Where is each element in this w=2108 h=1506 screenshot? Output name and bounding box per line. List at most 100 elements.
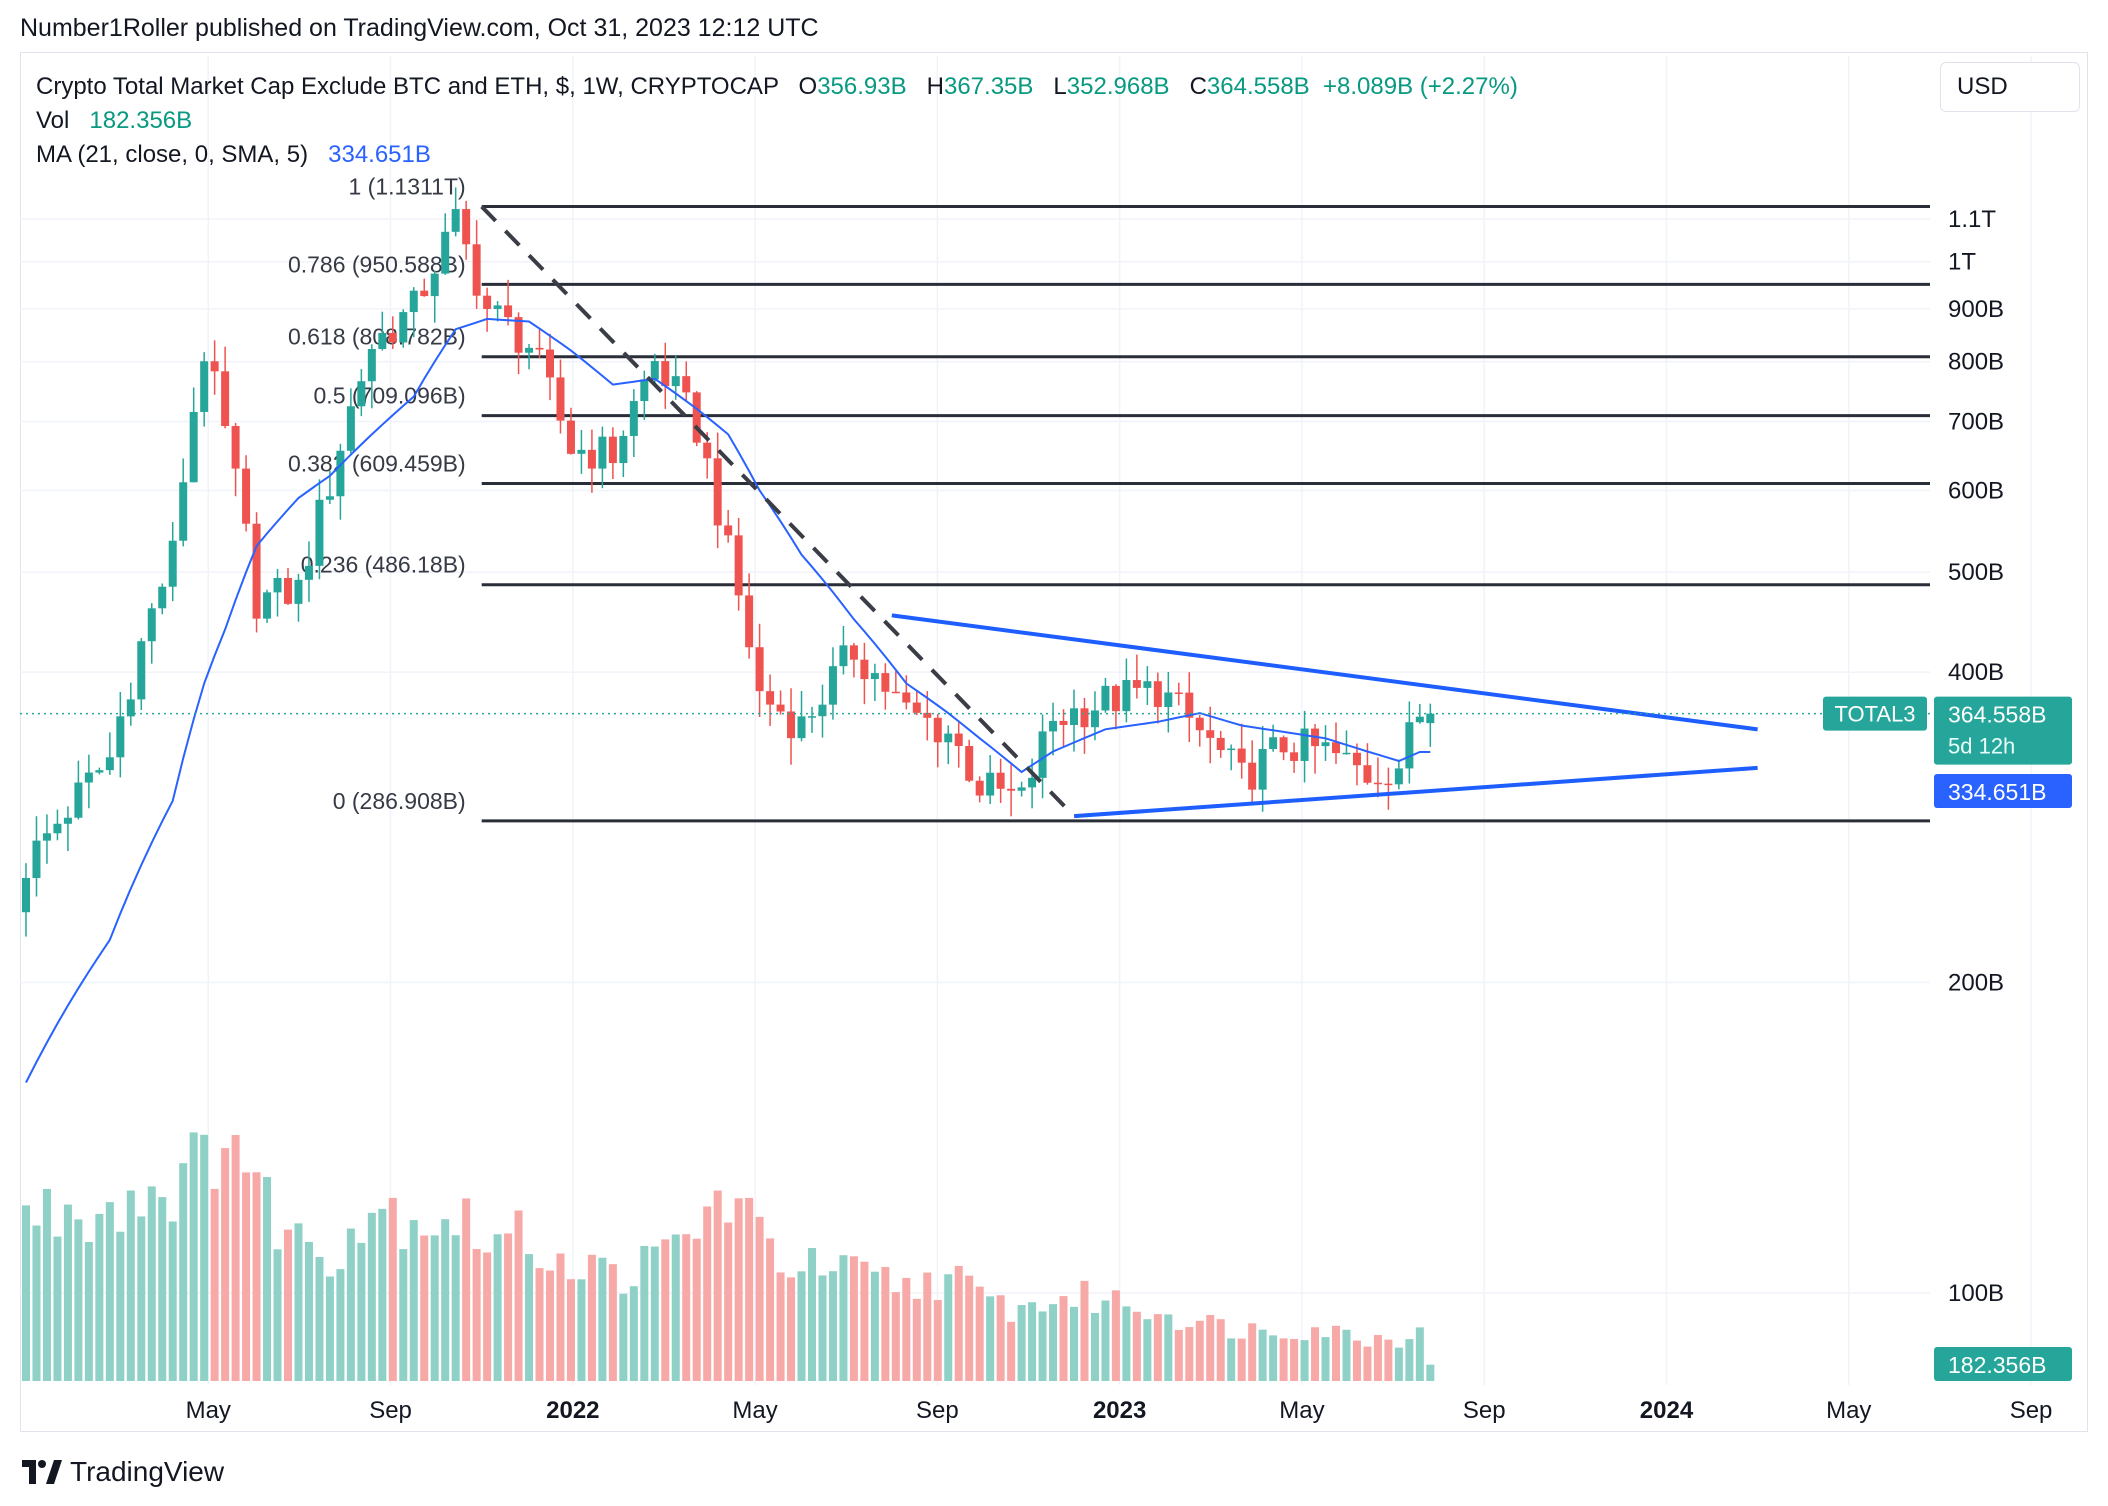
candle-body-93 — [996, 772, 1005, 789]
candle-body-99 — [1059, 720, 1068, 725]
candle-body-110 — [1174, 692, 1183, 695]
volume-bar-18 — [210, 1188, 219, 1381]
candle-body-87 — [933, 717, 942, 743]
legend-volume-row: Vol 182.356B — [36, 104, 1518, 138]
volume-bar-96 — [1028, 1302, 1037, 1381]
candle-body-59 — [640, 379, 649, 402]
chart-frame — [20, 52, 2088, 1432]
candle-body-73 — [787, 711, 796, 739]
candle-body-11 — [137, 641, 146, 700]
candle-body-90 — [965, 746, 974, 781]
candle-layer — [22, 187, 1435, 937]
candle-body-33 — [367, 349, 376, 382]
candle-body-101 — [1080, 708, 1089, 728]
volume-bar-126 — [1342, 1329, 1351, 1381]
legend-symbol[interactable]: Crypto Total Market Cap Exclude BTC and … — [36, 73, 779, 100]
volume-bar-120 — [1279, 1338, 1288, 1381]
candle-body-40 — [441, 231, 450, 274]
volume-bar-119 — [1269, 1335, 1278, 1381]
volume-bar-11 — [137, 1216, 146, 1381]
candle-body-55 — [598, 436, 607, 469]
candle-body-27 — [304, 565, 313, 580]
candle-body-34 — [378, 332, 387, 350]
volume-bar-36 — [399, 1249, 408, 1381]
x-tick-4: Sep — [916, 1397, 959, 1424]
legend-high-label: H — [926, 73, 944, 100]
volume-bar-87 — [933, 1300, 942, 1381]
tradingview-brand[interactable]: TradingView — [22, 1456, 224, 1488]
ma-price-text: 334.651B — [1948, 779, 2046, 805]
legend-open-label: O — [798, 73, 818, 100]
candle-body-129 — [1373, 782, 1382, 785]
volume-bar-41 — [451, 1235, 460, 1381]
candle-body-29 — [325, 496, 334, 500]
candle-body-94 — [1007, 788, 1016, 791]
x-tick-1: Sep — [369, 1397, 412, 1424]
volume-bar-110 — [1174, 1329, 1183, 1381]
candle-body-130 — [1384, 783, 1393, 786]
volume-bar-112 — [1195, 1320, 1204, 1381]
volume-bar-64 — [692, 1238, 701, 1381]
candle-body-8 — [105, 757, 114, 771]
chart-legend: Crypto Total Market Cap Exclude BTC and … — [36, 70, 1518, 172]
volume-bar-14 — [168, 1221, 177, 1381]
volume-bar-24 — [273, 1249, 282, 1381]
currency-button[interactable]: USD — [1940, 62, 2080, 112]
trendline-0[interactable] — [480, 205, 1076, 818]
candle-body-91 — [975, 780, 984, 796]
candle-body-133 — [1415, 716, 1424, 723]
candle-body-77 — [828, 666, 837, 705]
symbol-tag-text: TOTAL3 — [1834, 702, 1915, 727]
y-tick-4: 700B — [1948, 408, 2004, 435]
volume-bar-67 — [724, 1222, 733, 1381]
volume-bar-101 — [1080, 1280, 1089, 1381]
legend-close: 364.558B — [1206, 73, 1310, 100]
volume-bar-75 — [808, 1248, 816, 1381]
candle-body-23 — [263, 592, 272, 619]
volume-bar-60 — [650, 1246, 659, 1381]
candle-body-58 — [629, 401, 638, 436]
volume-bar-42 — [462, 1198, 471, 1381]
volume-bar-27 — [304, 1241, 313, 1381]
volume-tag — [1934, 1347, 2072, 1381]
x-tick-5: 2023 — [1093, 1397, 1146, 1424]
candle-body-69 — [745, 595, 754, 648]
volume-bar-43 — [472, 1249, 481, 1381]
fib-label-0.618: 0.618 (808.782B) — [288, 324, 466, 350]
volume-bar-3 — [53, 1236, 62, 1381]
legend-low: 352.968B — [1066, 73, 1170, 100]
volume-bar-111 — [1185, 1327, 1194, 1381]
x-tick-2: 2022 — [546, 1397, 599, 1424]
candle-body-4 — [63, 817, 72, 824]
fib-label-1: 1 (1.1311T) — [348, 174, 465, 200]
legend-volume-label[interactable]: Vol — [36, 107, 70, 134]
legend-ma-label[interactable]: MA (21, close, 0, SMA, 5) — [36, 141, 309, 168]
volume-bar-6 — [84, 1242, 93, 1381]
volume-bar-73 — [787, 1277, 796, 1381]
volume-bar-4 — [63, 1204, 72, 1381]
publisher-line: Number1Roller published on TradingView.c… — [20, 14, 819, 42]
volume-bar-95 — [1017, 1305, 1026, 1381]
trendline-2[interactable] — [1073, 765, 1758, 819]
trendline-1[interactable] — [891, 613, 1758, 732]
volume-bar-49 — [535, 1268, 544, 1381]
candle-body-78 — [839, 645, 848, 667]
volume-bar-86 — [923, 1272, 932, 1381]
x-tick-10: Sep — [2010, 1397, 2053, 1424]
volume-bar-44 — [483, 1252, 492, 1381]
volume-bar-93 — [996, 1295, 1005, 1381]
volume-bar-113 — [1206, 1315, 1215, 1381]
volume-bar-72 — [776, 1272, 785, 1381]
candle-body-32 — [357, 381, 366, 407]
candle-body-49 — [535, 347, 544, 350]
candle-body-20 — [231, 426, 240, 469]
volume-bar-71 — [766, 1238, 775, 1381]
candle-body-71 — [766, 691, 775, 705]
x-tick-9: May — [1826, 1397, 1871, 1424]
volume-bar-97 — [1038, 1311, 1047, 1381]
volume-bar-123 — [1311, 1327, 1320, 1381]
volume-bar-125 — [1332, 1325, 1340, 1381]
volume-bar-66 — [713, 1190, 722, 1381]
y-tick-8: 200B — [1948, 970, 2004, 997]
